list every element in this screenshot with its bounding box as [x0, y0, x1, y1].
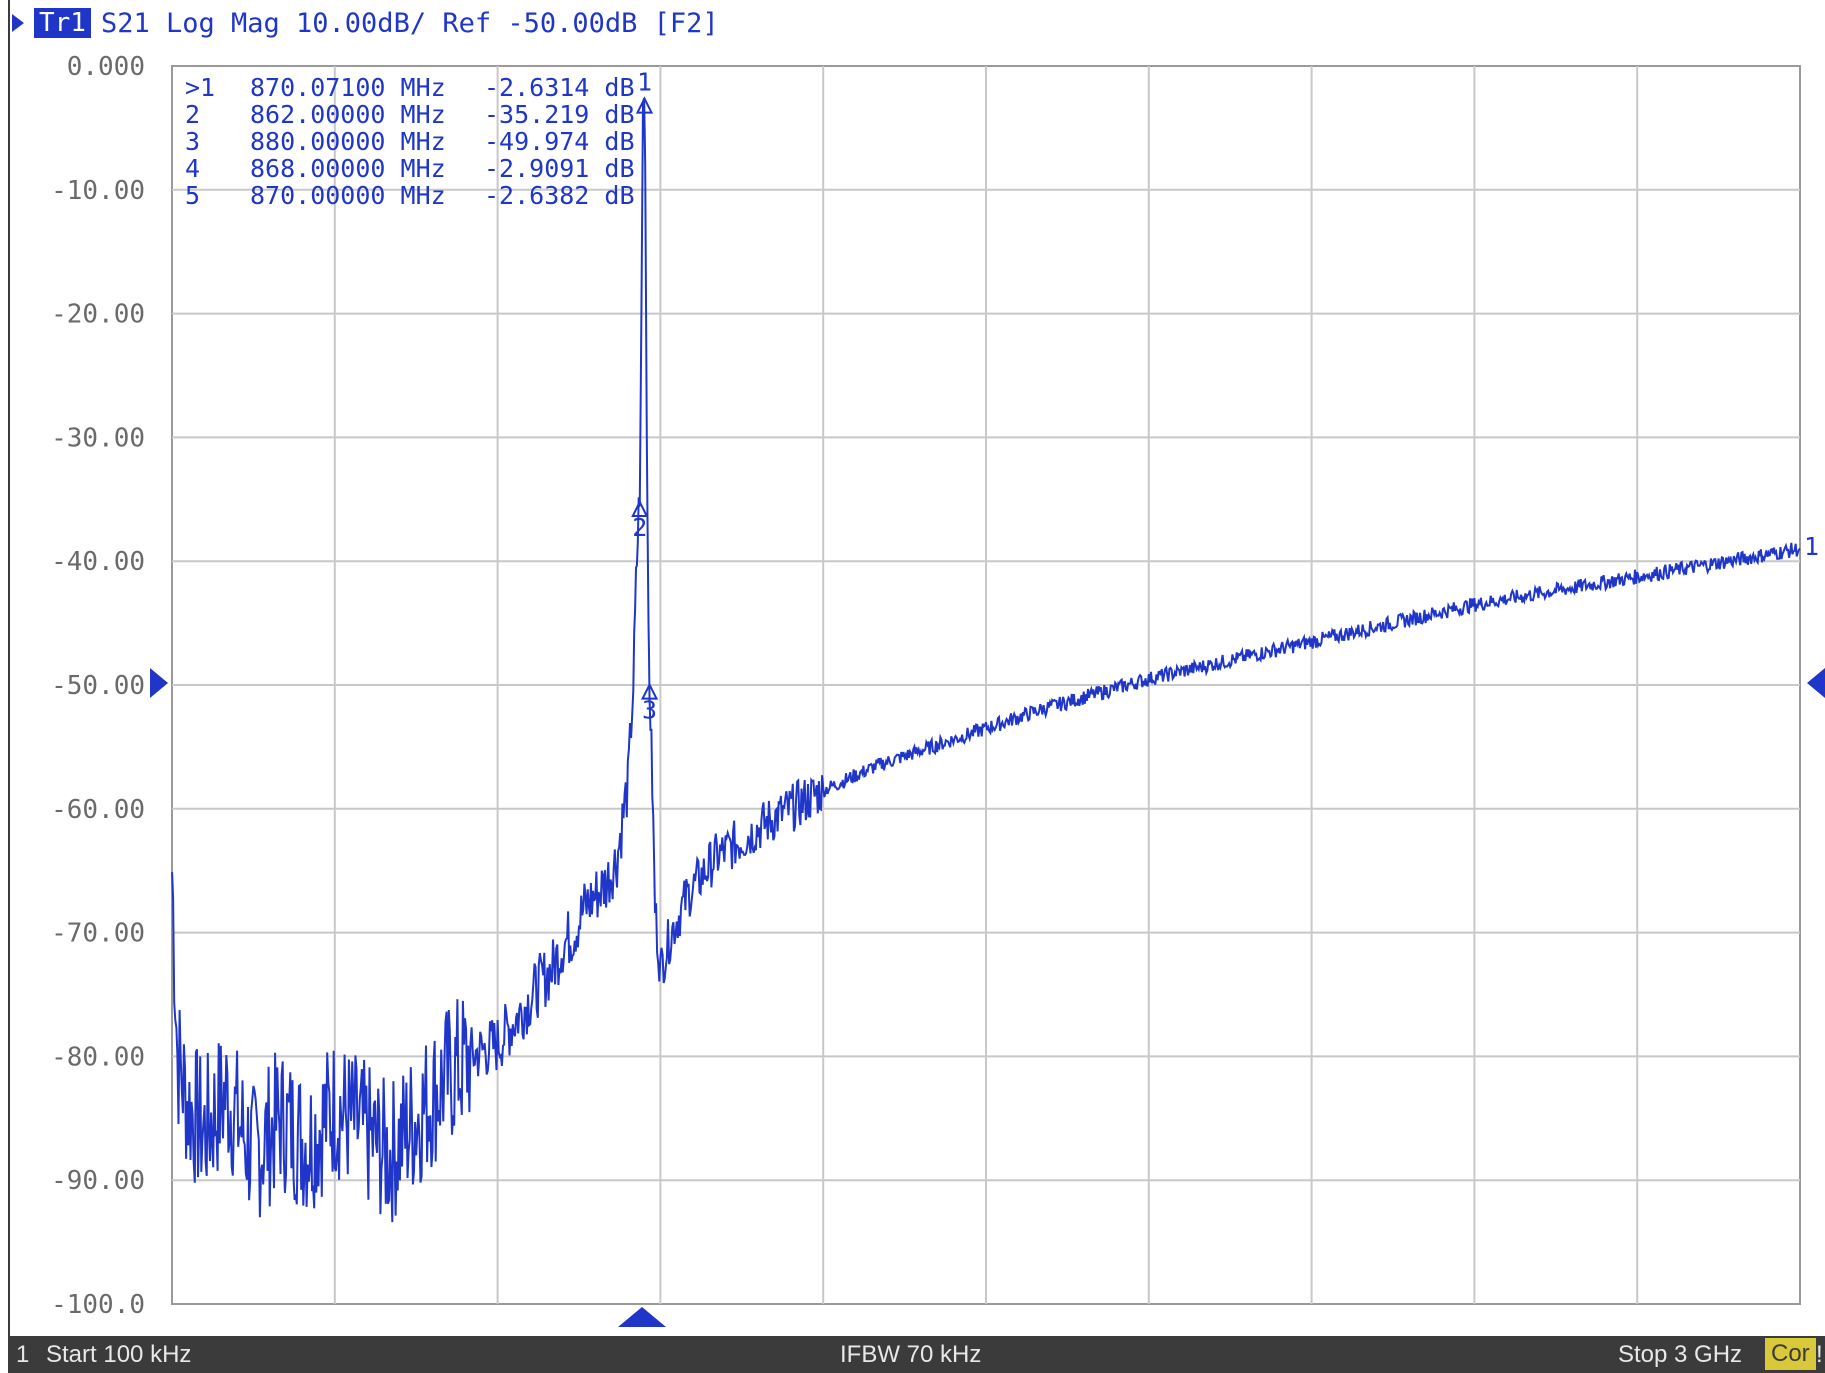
ifbw-setting[interactable]: IFBW 70 kHz [840, 1341, 982, 1368]
start-frequency[interactable]: Start 100 kHz [46, 1341, 192, 1368]
y-axis-label: -50.00 [51, 671, 145, 701]
y-axis-label: 0.000 [67, 52, 145, 82]
stop-frequency[interactable]: Stop 3 GHz [1618, 1341, 1743, 1368]
marker-row-id[interactable]: >1 [185, 73, 215, 102]
trace-plot[interactable]: 0.000 -10.00 -20.00 -30.00 -40.00 -50.00 -60.0… [0, 0, 1825, 1336]
trace-end-label: 1 [1804, 532, 1819, 561]
reference-level-right-arrow-icon[interactable] [1807, 668, 1825, 698]
y-axis-label: -30.00 [51, 423, 145, 453]
y-axis-labels: 0.000 -10.00 -20.00 -30.00 -40.00 -50.00 -60.0… [51, 52, 145, 1320]
trace-active-arrow-icon [12, 14, 24, 32]
marker-row-value[interactable]: -2.6382 dB [484, 181, 635, 210]
marker-number-label: 3 [642, 696, 657, 725]
trace-header[interactable]: Tr1 S21 Log Mag 10.00dB/ Ref -50.00dB [F… [12, 6, 719, 40]
marker-row-value[interactable]: -2.9091 dB [484, 154, 635, 183]
reference-level-left-arrow-icon[interactable] [150, 668, 168, 698]
status-bar: 1 Start 100 kHz IFBW 70 kHz Stop 3 GHz C… [8, 1336, 1825, 1373]
y-axis-label: -80.00 [51, 1042, 145, 1072]
marker-row-frequency[interactable]: 880.00000 MHz [250, 127, 446, 156]
trace-settings[interactable]: S21 Log Mag 10.00dB/ Ref -50.00dB [F2] [100, 7, 719, 39]
marker-triangle-icon[interactable] [635, 96, 654, 114]
channel-number[interactable]: 1 [16, 1341, 30, 1368]
y-axis-label: -40.00 [51, 547, 145, 577]
marker-triangle-icon[interactable] [640, 682, 659, 700]
marker-row-id[interactable]: 4 [185, 154, 200, 183]
marker-triangle-icon[interactable] [631, 499, 649, 518]
y-axis-label: -70.00 [51, 919, 145, 949]
status-edge-indicator: ! [1816, 1341, 1823, 1368]
marker-table: >1 870.07100 MHz -2.6314 dB 2 862.00000 MHz -… [185, 73, 635, 210]
marker-row-frequency[interactable]: 862.00000 MHz [250, 100, 446, 129]
marker-row-value[interactable]: -35.219 dB [484, 100, 635, 129]
y-axis-label: -100.0 [51, 1290, 145, 1320]
y-axis-label: -20.00 [51, 300, 145, 330]
trace-line [171, 97, 1801, 1223]
marker-row-frequency[interactable]: 868.00000 MHz [250, 154, 446, 183]
trace-badge[interactable]: Tr1 [34, 8, 91, 38]
correction-badge[interactable]: Cor [1765, 1338, 1816, 1370]
marker-row-frequency[interactable]: 870.00000 MHz [250, 181, 446, 210]
y-axis-label: -10.00 [51, 176, 145, 206]
marker-row-id[interactable]: 5 [185, 181, 200, 210]
marker-number-label: 2 [632, 513, 647, 542]
window-left-frame [8, 0, 10, 1336]
y-axis-label: -60.00 [51, 795, 145, 825]
marker-row-id[interactable]: 2 [185, 100, 200, 129]
marker-number-label: 1 [637, 68, 652, 97]
plot-grid [171, 65, 1801, 1305]
marker-row-id[interactable]: 3 [185, 127, 200, 156]
marker-row-value[interactable]: -2.6314 dB [484, 73, 635, 102]
marker-glyphs: 1 2 3 1 [631, 68, 1819, 725]
active-marker-position-arrow-icon[interactable] [618, 1307, 666, 1327]
marker-row-value[interactable]: -49.974 dB [484, 127, 635, 156]
y-axis-label: -90.00 [51, 1166, 145, 1196]
marker-row-frequency[interactable]: 870.07100 MHz [250, 73, 446, 102]
